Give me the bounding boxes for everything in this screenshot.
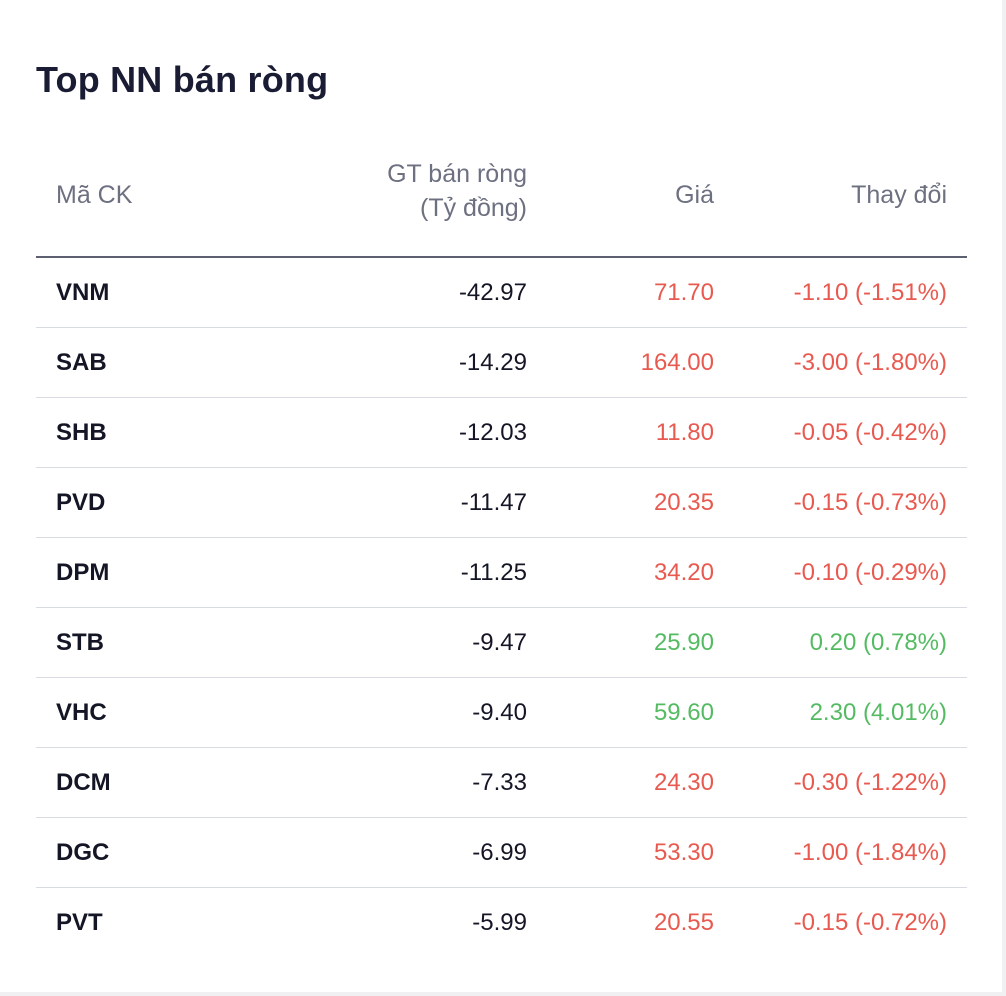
- net-sell-value: -6.99: [472, 839, 527, 866]
- stock-code[interactable]: DCM: [56, 769, 111, 796]
- price: 164.00: [640, 349, 714, 376]
- widget-title: Top NN bán ròng: [36, 59, 329, 100]
- table-row[interactable]: VNM -42.97 71.70 -1.10 (-1.51%): [36, 258, 967, 328]
- stock-code[interactable]: VNM: [56, 279, 110, 306]
- stock-code[interactable]: PVD: [56, 489, 106, 516]
- stock-code[interactable]: PVT: [56, 909, 103, 936]
- table-row[interactable]: PVD -11.47 20.35 -0.15 (-0.73%): [36, 468, 967, 538]
- table-row[interactable]: STB -9.47 25.90 0.20 (0.78%): [36, 608, 967, 678]
- price: 25.90: [653, 629, 714, 656]
- stock-code[interactable]: VHC: [56, 699, 107, 726]
- net-sell-value: -42.97: [458, 279, 527, 306]
- stock-code[interactable]: DGC: [56, 839, 110, 866]
- table-row[interactable]: DCM -7.33 24.30 -0.30 (-1.22%): [36, 748, 967, 818]
- price-change: -0.05 (-0.42%): [793, 419, 947, 446]
- price: 20.55: [653, 909, 714, 936]
- table-body: VNM -42.97 71.70 -1.10 (-1.51%) SAB -14.…: [36, 258, 967, 957]
- net-sell-value: -11.25: [460, 559, 527, 586]
- header-net-sell-value-line2: (Tỷ đồng): [420, 194, 527, 222]
- header-change[interactable]: Thay đổi: [851, 181, 947, 209]
- net-sell-value: -11.47: [460, 489, 527, 516]
- stock-code[interactable]: SHB: [56, 419, 107, 446]
- price-change: -0.15 (-0.73%): [793, 489, 947, 516]
- price: 34.20: [653, 559, 714, 586]
- net-sell-value: -9.47: [472, 629, 527, 656]
- price: 20.35: [653, 489, 714, 516]
- price-change: -3.00 (-1.80%): [793, 349, 947, 376]
- table-header: Mã CK GT bán ròng (Tỷ đồng) Giá Thay đổi: [36, 150, 967, 258]
- header-price[interactable]: Giá: [675, 181, 714, 209]
- stock-code[interactable]: DPM: [56, 559, 110, 586]
- price-change: 0.20 (0.78%): [809, 629, 947, 656]
- table-row[interactable]: DPM -11.25 34.20 -0.10 (-0.29%): [36, 538, 967, 608]
- table-row[interactable]: DGC -6.99 53.30 -1.00 (-1.84%): [36, 818, 967, 888]
- price-change: 2.30 (4.01%): [809, 699, 947, 726]
- table-row[interactable]: SAB -14.29 164.00 -3.00 (-1.80%): [36, 328, 967, 398]
- net-sell-value: -7.33: [472, 769, 527, 796]
- table-row[interactable]: VHC -9.40 59.60 2.30 (4.01%): [36, 678, 967, 748]
- price: 24.30: [653, 769, 714, 796]
- header-net-sell-value-line1: GT bán ròng: [387, 160, 527, 188]
- price: 11.80: [655, 419, 714, 446]
- table-row[interactable]: SHB -12.03 11.80 -0.05 (-0.42%): [36, 398, 967, 468]
- table-row[interactable]: PVT -5.99 20.55 -0.15 (-0.72%): [36, 888, 967, 957]
- net-sell-value: -14.29: [458, 349, 527, 376]
- header-net-sell-value[interactable]: GT bán ròng (Tỷ đồng): [387, 157, 527, 225]
- net-sell-table: Mã CK GT bán ròng (Tỷ đồng) Giá Thay đổi…: [36, 150, 967, 957]
- price-change: -1.00 (-1.84%): [793, 839, 947, 866]
- stock-code[interactable]: STB: [56, 629, 104, 656]
- net-sell-value: -5.99: [472, 909, 527, 936]
- price-change: -1.10 (-1.51%): [793, 279, 947, 306]
- price: 53.30: [653, 839, 714, 866]
- price-change: -0.15 (-0.72%): [793, 909, 947, 936]
- net-sell-value: -12.03: [458, 419, 527, 446]
- price-change: -0.30 (-1.22%): [793, 769, 947, 796]
- stock-code[interactable]: SAB: [56, 349, 107, 376]
- price: 59.60: [653, 699, 714, 726]
- price: 71.70: [653, 279, 714, 306]
- price-change: -0.10 (-0.29%): [793, 559, 947, 586]
- header-stock-code[interactable]: Mã CK: [56, 181, 133, 209]
- net-sell-value: -9.40: [472, 699, 527, 726]
